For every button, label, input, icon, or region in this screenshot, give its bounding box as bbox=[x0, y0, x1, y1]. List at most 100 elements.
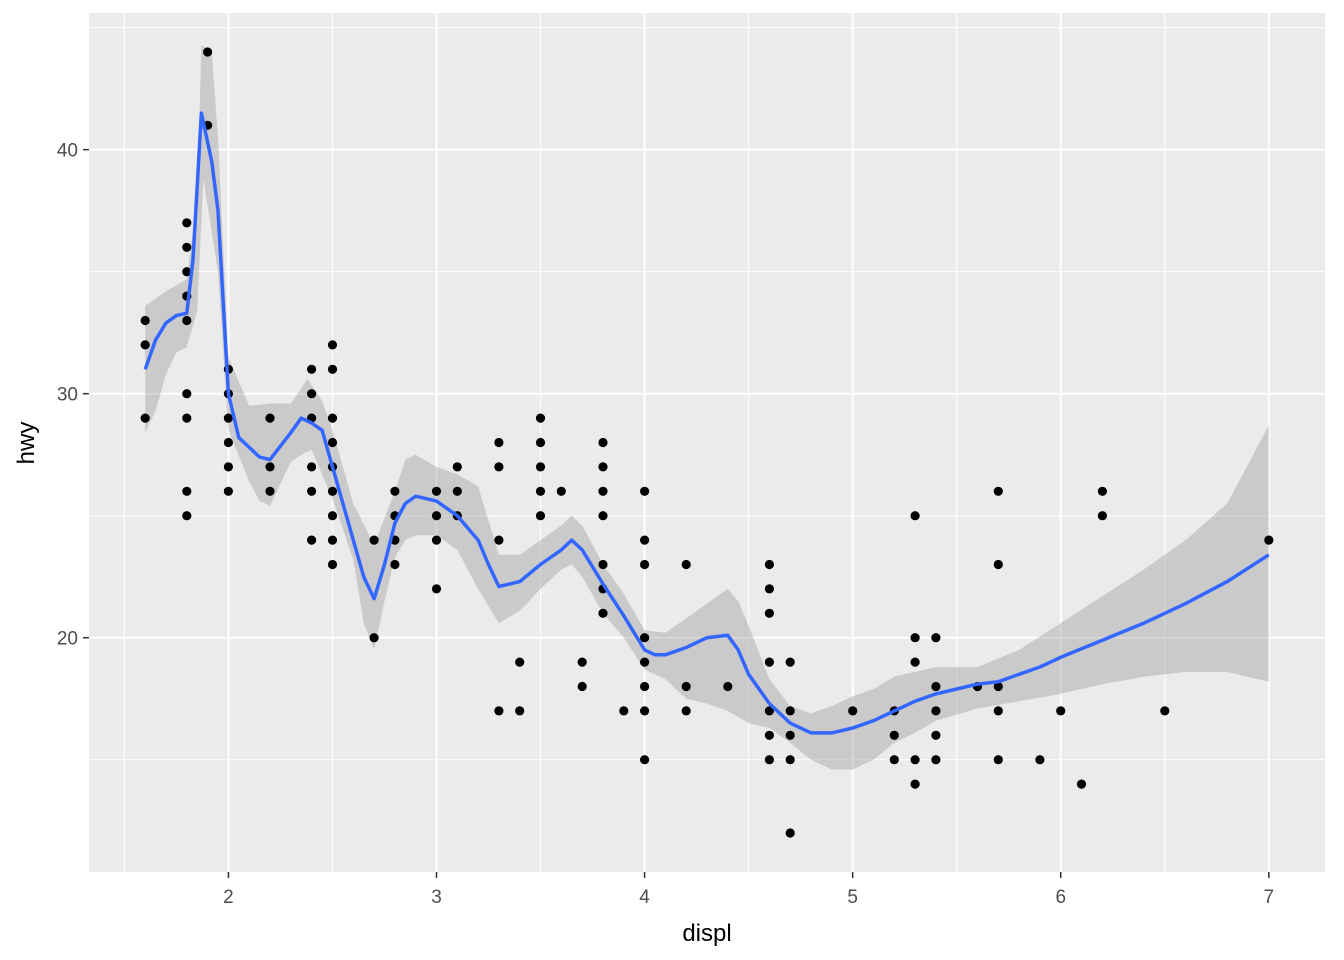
data-point bbox=[265, 462, 275, 472]
data-point bbox=[327, 413, 338, 423]
data-point bbox=[307, 535, 317, 545]
data-point bbox=[307, 486, 317, 496]
data-point bbox=[494, 706, 504, 716]
data-point bbox=[993, 706, 1003, 716]
data-point bbox=[494, 437, 504, 448]
data-point bbox=[598, 559, 608, 570]
x-tick-label: 5 bbox=[847, 887, 858, 908]
data-point bbox=[327, 511, 338, 521]
data-point bbox=[431, 584, 442, 594]
data-point bbox=[640, 633, 650, 643]
data-point bbox=[764, 755, 775, 765]
data-point bbox=[223, 486, 233, 496]
data-point bbox=[681, 706, 691, 716]
data-point bbox=[910, 657, 920, 667]
data-point bbox=[764, 657, 775, 667]
data-point bbox=[640, 755, 650, 765]
data-point bbox=[223, 413, 233, 423]
x-tick-label: 2 bbox=[223, 887, 234, 908]
data-point bbox=[640, 706, 650, 716]
data-point bbox=[577, 657, 587, 667]
data-point bbox=[182, 389, 192, 399]
data-point bbox=[182, 486, 192, 496]
data-point bbox=[535, 511, 546, 521]
data-point bbox=[307, 462, 317, 472]
data-point bbox=[535, 413, 546, 423]
data-point bbox=[182, 511, 192, 521]
data-point bbox=[931, 681, 941, 692]
data-point bbox=[182, 242, 192, 252]
data-point bbox=[764, 706, 775, 716]
x-tick-label: 3 bbox=[431, 887, 442, 908]
data-point bbox=[889, 755, 899, 765]
data-point bbox=[785, 755, 795, 765]
data-point bbox=[369, 633, 379, 643]
data-point bbox=[993, 559, 1003, 570]
data-point bbox=[1056, 706, 1066, 716]
x-axis: 2 3 4 5 6 7 bbox=[223, 872, 1274, 908]
data-point bbox=[431, 535, 442, 545]
data-point bbox=[619, 706, 629, 716]
data-point bbox=[182, 413, 192, 423]
data-point bbox=[764, 730, 775, 740]
data-point bbox=[640, 486, 650, 496]
data-point bbox=[556, 486, 566, 496]
data-point bbox=[848, 706, 858, 716]
data-point bbox=[681, 559, 691, 570]
data-point bbox=[535, 437, 546, 448]
data-point bbox=[640, 681, 650, 692]
data-point bbox=[327, 364, 338, 374]
data-point bbox=[327, 486, 338, 496]
data-point bbox=[452, 486, 462, 496]
data-point bbox=[1097, 511, 1107, 521]
data-point bbox=[307, 364, 317, 374]
data-point bbox=[785, 730, 795, 740]
data-point bbox=[390, 486, 400, 496]
data-point bbox=[223, 462, 233, 472]
data-point bbox=[431, 511, 442, 521]
data-point bbox=[140, 340, 150, 350]
plot-panel bbox=[89, 13, 1325, 872]
data-point bbox=[598, 437, 608, 448]
data-point bbox=[598, 511, 608, 521]
data-point bbox=[327, 559, 338, 570]
data-point bbox=[993, 755, 1003, 765]
data-point bbox=[1076, 779, 1087, 789]
x-tick-label: 7 bbox=[1264, 887, 1275, 908]
data-point bbox=[494, 535, 504, 545]
data-point bbox=[598, 462, 608, 472]
data-point bbox=[182, 315, 192, 326]
data-point bbox=[182, 267, 192, 277]
data-point bbox=[764, 608, 775, 618]
data-point bbox=[1035, 755, 1045, 765]
data-point bbox=[910, 779, 920, 789]
data-point bbox=[931, 755, 941, 765]
data-point bbox=[910, 633, 920, 643]
y-tick-label: 20 bbox=[57, 629, 78, 650]
data-point bbox=[910, 511, 920, 521]
y-tick-label: 30 bbox=[57, 385, 78, 406]
data-point bbox=[598, 486, 608, 496]
data-point bbox=[764, 559, 775, 570]
data-point bbox=[452, 462, 462, 472]
data-point bbox=[431, 486, 442, 496]
data-point bbox=[265, 486, 275, 496]
data-point bbox=[889, 730, 899, 740]
data-point bbox=[140, 413, 150, 423]
data-point bbox=[307, 389, 317, 399]
y-axis-title: hwy bbox=[13, 422, 40, 465]
data-point bbox=[223, 437, 233, 448]
points-layer bbox=[140, 47, 1274, 838]
data-point bbox=[640, 657, 650, 667]
data-point bbox=[993, 486, 1003, 496]
data-point bbox=[203, 47, 213, 57]
y-axis: 20 30 40 bbox=[57, 141, 89, 650]
x-tick-label: 6 bbox=[1055, 887, 1066, 908]
data-point bbox=[1097, 486, 1107, 496]
confidence-ribbon bbox=[145, 44, 1269, 770]
x-axis-title: displ bbox=[682, 920, 731, 947]
data-point bbox=[327, 340, 338, 350]
data-point bbox=[515, 706, 525, 716]
data-point bbox=[327, 535, 338, 545]
